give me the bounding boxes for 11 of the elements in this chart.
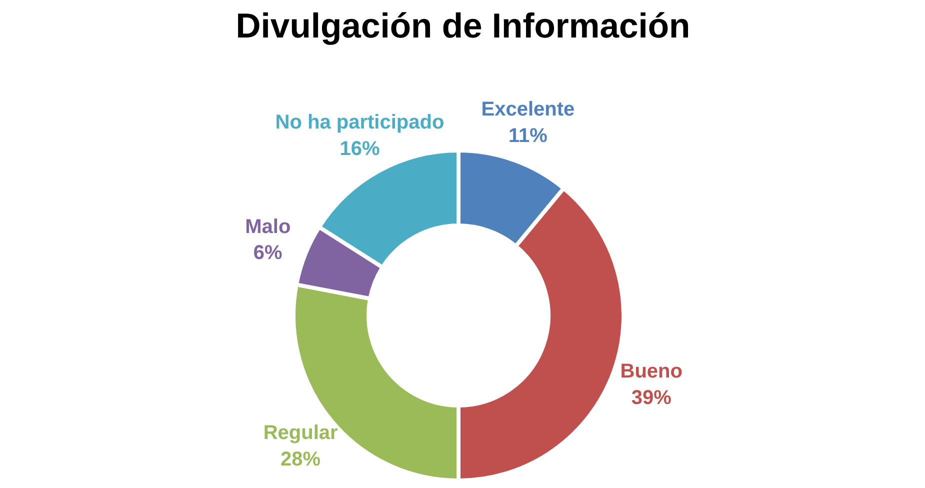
slice-label: Bueno xyxy=(620,360,682,383)
data-label: 28% xyxy=(280,448,321,470)
slice-label: No ha participado xyxy=(275,112,444,134)
data-label: 6% xyxy=(253,242,283,264)
slice-label: Excelente xyxy=(481,98,575,120)
chart-title: Divulgación de Información xyxy=(236,8,690,46)
data-label: 16% xyxy=(340,138,380,160)
data-label: 11% xyxy=(508,124,548,147)
data-label: 39% xyxy=(631,387,672,410)
slice-label: Regular xyxy=(263,422,338,444)
slice-label: Malo xyxy=(245,216,291,238)
